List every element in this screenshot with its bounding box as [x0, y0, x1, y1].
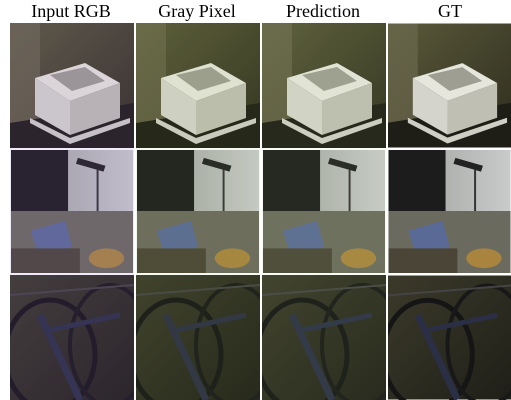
image [383, 276, 511, 400]
column-header: Prediction [286, 1, 360, 21]
image-grid [10, 23, 511, 400]
color-cast [262, 23, 386, 400]
color-cast [136, 23, 260, 400]
color-cast [10, 23, 134, 400]
image [388, 150, 511, 273]
column-header: GT [438, 1, 462, 21]
column-header: Input RGB [31, 1, 111, 21]
column-header: Gray Pixel [158, 1, 235, 21]
image [388, 23, 511, 148]
